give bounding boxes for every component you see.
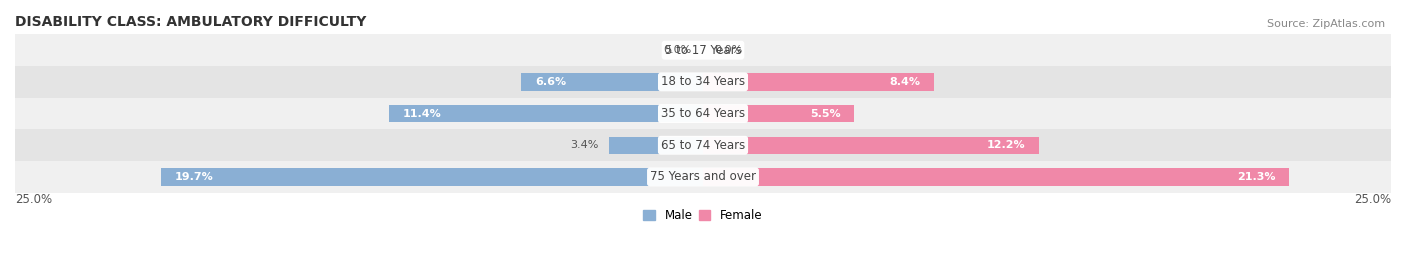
Text: 6.6%: 6.6% xyxy=(536,77,567,87)
Bar xyxy=(15,34,1391,66)
Text: 18 to 34 Years: 18 to 34 Years xyxy=(661,75,745,89)
Text: 0.0%: 0.0% xyxy=(664,45,692,55)
Text: 5.5%: 5.5% xyxy=(810,109,841,119)
Text: DISABILITY CLASS: AMBULATORY DIFFICULTY: DISABILITY CLASS: AMBULATORY DIFFICULTY xyxy=(15,15,367,29)
Text: 8.4%: 8.4% xyxy=(890,77,921,87)
Bar xyxy=(160,168,703,186)
Bar xyxy=(609,137,703,154)
Text: 25.0%: 25.0% xyxy=(1354,193,1391,206)
Text: 19.7%: 19.7% xyxy=(174,172,214,182)
Bar xyxy=(15,129,1391,161)
Bar xyxy=(703,105,855,122)
Bar xyxy=(15,98,1391,129)
Bar xyxy=(703,73,934,91)
Text: Source: ZipAtlas.com: Source: ZipAtlas.com xyxy=(1267,19,1385,29)
Bar xyxy=(703,137,1039,154)
Text: 0.0%: 0.0% xyxy=(714,45,742,55)
Text: 12.2%: 12.2% xyxy=(987,140,1025,150)
Text: 21.3%: 21.3% xyxy=(1237,172,1275,182)
Text: 35 to 64 Years: 35 to 64 Years xyxy=(661,107,745,120)
Text: 5 to 17 Years: 5 to 17 Years xyxy=(665,44,741,57)
Text: 3.4%: 3.4% xyxy=(569,140,599,150)
Text: 25.0%: 25.0% xyxy=(15,193,52,206)
Text: 11.4%: 11.4% xyxy=(404,109,441,119)
Text: 65 to 74 Years: 65 to 74 Years xyxy=(661,139,745,152)
Legend: Male, Female: Male, Female xyxy=(644,209,762,222)
Bar xyxy=(15,66,1391,98)
Bar xyxy=(522,73,703,91)
Text: 75 Years and over: 75 Years and over xyxy=(650,171,756,183)
Bar xyxy=(389,105,703,122)
Bar xyxy=(703,168,1289,186)
Bar xyxy=(15,161,1391,193)
